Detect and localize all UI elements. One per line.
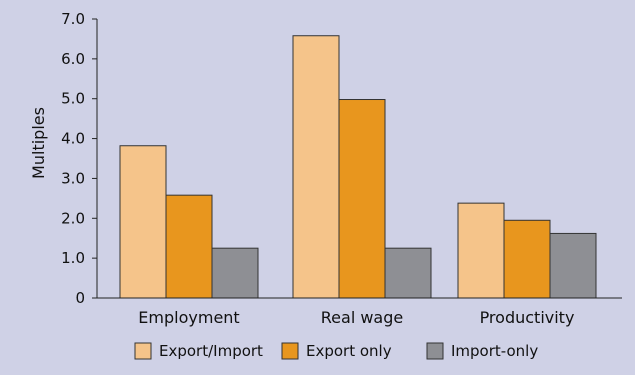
bar-export-import-productivity (457, 202, 505, 299)
y-tick-label: 7.0 (61, 10, 85, 28)
x-category-label: Productivity (480, 308, 575, 327)
legend-label-export-only: Export only (306, 342, 392, 360)
legend-label-export-import: Export/Import (159, 342, 263, 360)
y-tick-label: 6.0 (61, 50, 85, 68)
legend-label-import-only: Import-only (451, 342, 538, 360)
axes-group: 0 1.0 2.0 3.0 4.0 5.0 6.0 7.0 Employment Real wag… (61, 10, 622, 327)
x-category-label: Employment (138, 308, 239, 327)
y-tick-label: 1.0 (61, 249, 85, 267)
bar-import-only-real-wage (384, 247, 432, 299)
bar-export-only-productivity (503, 219, 551, 299)
bar-export-only-real-wage (338, 99, 386, 299)
legend-swatch-export-import (134, 342, 152, 360)
y-tick-label: 3.0 (61, 169, 85, 187)
x-category-label: Real wage (321, 308, 403, 327)
bar-export-import-real-wage (292, 35, 340, 299)
bar-import-only-employment (211, 247, 259, 299)
y-tick-label: 4.0 (61, 130, 85, 148)
y-tick-label: 5.0 (61, 90, 85, 108)
legend: Export/Import Export only Import-only (134, 342, 538, 360)
y-axis-title: Multiples (29, 107, 48, 179)
bars-group (119, 35, 597, 299)
bar-export-only-employment (165, 194, 213, 299)
bar-import-only-productivity (549, 232, 597, 299)
y-tick-label: 0 (75, 289, 85, 307)
legend-swatch-import-only (426, 342, 444, 360)
bar-export-import-employment (119, 145, 167, 299)
legend-swatch-export-only (281, 342, 299, 360)
y-tick-label: 2.0 (61, 209, 85, 227)
